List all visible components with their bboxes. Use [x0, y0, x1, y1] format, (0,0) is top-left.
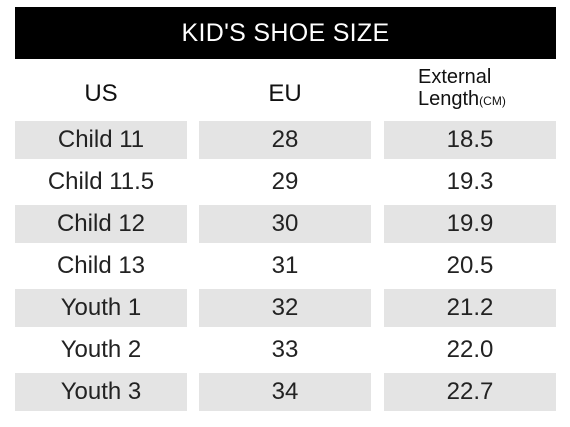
cell-length: 20.5 [446, 252, 494, 279]
cell-length: 18.5 [384, 121, 556, 159]
cell-eu: 32 [199, 289, 371, 327]
cell-eu: 31 [271, 252, 299, 279]
cell-length: 22.0 [446, 336, 494, 363]
column-header-length-unit: (CM) [479, 94, 506, 108]
table-row: Child 11 28 18.5 [0, 121, 570, 159]
cell-length: 22.7 [384, 373, 556, 411]
cell-us: Child 13 [56, 252, 146, 279]
table-row: Youth 1 32 21.2 [0, 289, 570, 327]
column-header-eu: EU [268, 80, 302, 107]
cell-us: Child 11 [15, 121, 187, 159]
cell-us: Youth 1 [15, 289, 187, 327]
column-header-length-word: Length [418, 88, 480, 110]
cell-eu: 34 [199, 373, 371, 411]
cell-us: Child 11.5 [47, 168, 155, 195]
table-row: Child 12 30 19.9 [0, 205, 570, 243]
cell-length: 19.3 [446, 168, 494, 195]
column-header-us: US [84, 80, 118, 107]
cell-us: Child 12 [15, 205, 187, 243]
table-row: Youth 3 34 22.7 [0, 373, 570, 411]
table-title: KID'S SHOE SIZE [15, 7, 556, 59]
cell-eu: 33 [271, 336, 299, 363]
cell-length: 19.9 [384, 205, 556, 243]
cell-eu: 28 [199, 121, 371, 159]
table-row: Child 13 31 20.5 [0, 247, 570, 285]
column-header-external-length: External Length(CM) [418, 62, 558, 118]
table-row: Child 11.5 29 19.3 [0, 163, 570, 201]
table-row: Youth 2 33 22.0 [0, 331, 570, 369]
cell-length: 21.2 [384, 289, 556, 327]
cell-us: Youth 3 [15, 373, 187, 411]
cell-eu: 30 [199, 205, 371, 243]
cell-us: Youth 2 [60, 336, 142, 363]
column-header-length-line1: External [418, 66, 492, 88]
cell-eu: 29 [271, 168, 299, 195]
column-header-length-line2: Length(CM) [418, 88, 506, 112]
